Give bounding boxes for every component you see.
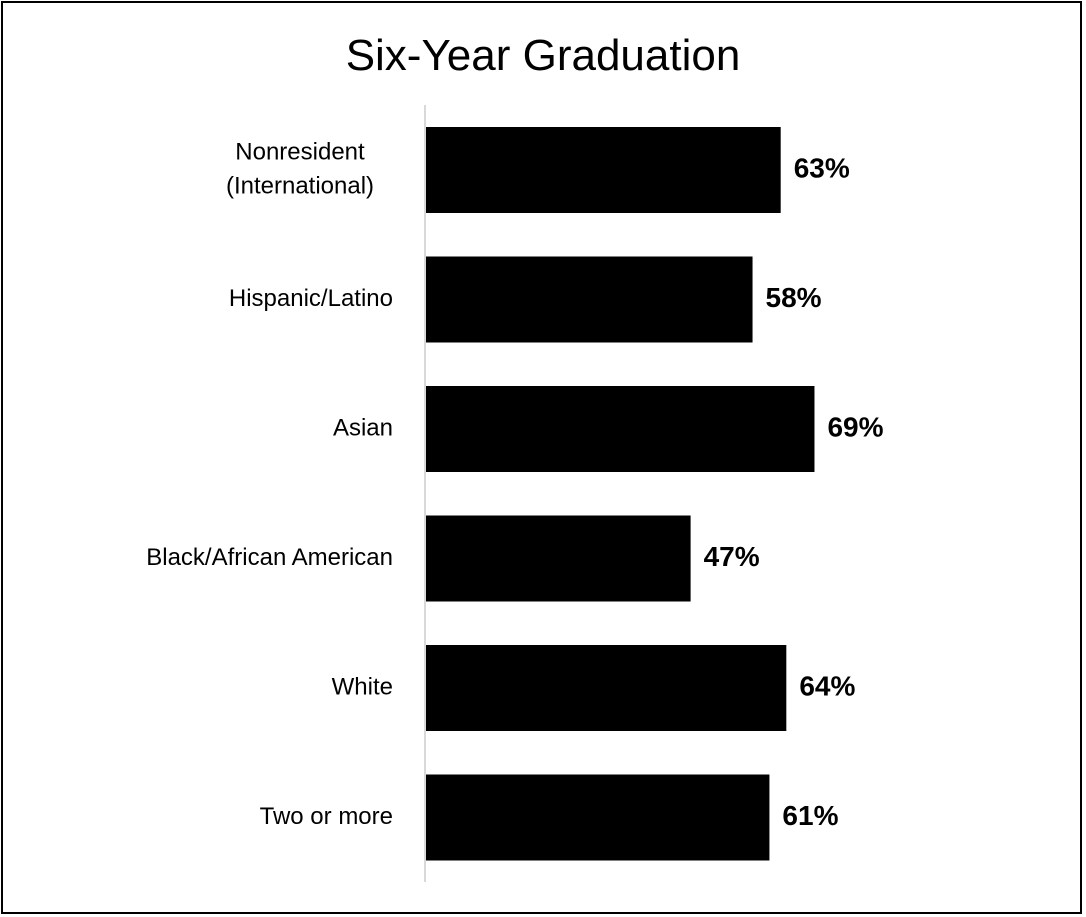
category-label: Hispanic/Latino xyxy=(229,285,393,312)
category-label: Two or more xyxy=(260,803,393,830)
data-label: 63% xyxy=(794,152,850,183)
bars-group xyxy=(426,127,815,861)
data-label: 61% xyxy=(782,800,838,831)
bar xyxy=(426,645,787,731)
bar xyxy=(426,515,691,602)
category-label: Asian xyxy=(333,414,393,441)
category-label-line: Hispanic/Latino xyxy=(229,285,393,312)
bar xyxy=(426,386,815,472)
category-label: White xyxy=(332,673,393,700)
category-label-line: Two or more xyxy=(260,803,393,830)
category-label-line: Black/African American xyxy=(146,544,393,571)
category-label-line: Asian xyxy=(333,414,393,441)
bar xyxy=(426,256,753,343)
category-label-line: White xyxy=(332,673,393,700)
category-label: Black/African American xyxy=(146,544,393,571)
bar xyxy=(426,774,770,861)
data-label: 58% xyxy=(766,282,822,313)
chart-title: Six-Year Graduation xyxy=(345,31,741,80)
bar xyxy=(426,127,781,213)
category-label-line: (International) xyxy=(226,172,374,199)
category-label-line: Nonresident xyxy=(235,138,365,165)
category-labels-group: Nonresident (International) Hispanic/Latin… xyxy=(146,138,393,830)
data-label: 64% xyxy=(799,670,855,701)
value-labels-group: 63% 58% 69% 47% 64% 61% xyxy=(704,152,884,831)
data-label: 69% xyxy=(827,411,883,442)
category-label: Nonresident (International) xyxy=(226,138,374,199)
data-label: 47% xyxy=(704,541,760,572)
